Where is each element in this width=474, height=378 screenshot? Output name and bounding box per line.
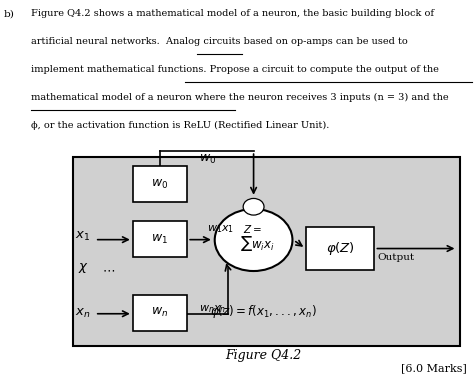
Text: Figure Q4.2 shows a mathematical model of a neuron, the basic building block of: Figure Q4.2 shows a mathematical model o… xyxy=(31,9,434,19)
Text: $t$: $t$ xyxy=(251,201,256,212)
Text: Figure Q4.2: Figure Q4.2 xyxy=(225,349,301,362)
Text: $x_1$: $x_1$ xyxy=(75,230,91,243)
Text: ϕ, or the activation function is ReLU (Rectified Linear Unit).: ϕ, or the activation function is ReLU (R… xyxy=(31,121,329,130)
Text: $w_1$: $w_1$ xyxy=(152,232,168,246)
Text: $\varphi(z) = f(x_1,...,x_n)$: $\varphi(z) = f(x_1,...,x_n)$ xyxy=(210,304,317,320)
Text: $w_0$: $w_0$ xyxy=(151,178,169,191)
Text: $Z=$: $Z=$ xyxy=(243,223,262,235)
Text: $w_n$: $w_n$ xyxy=(151,306,169,319)
Bar xyxy=(133,295,187,331)
Text: implement mathematical functions. Propose a circuit to compute the output of the: implement mathematical functions. Propos… xyxy=(31,65,438,74)
Text: $w_n x_n$: $w_n x_n$ xyxy=(199,303,227,315)
Bar xyxy=(133,221,187,257)
Text: $\varphi(Z)$: $\varphi(Z)$ xyxy=(326,240,355,257)
Text: artificial neural networks.  Analog circuits based on op-amps can be used to: artificial neural networks. Analog circu… xyxy=(31,37,408,46)
Text: $\chi$: $\chi$ xyxy=(78,261,88,276)
Text: mathematical model of a neuron where the neuron receives 3 inputs (n = 3) and th: mathematical model of a neuron where the… xyxy=(31,93,448,102)
Text: $\cdots$: $\cdots$ xyxy=(102,264,116,277)
Text: Output: Output xyxy=(378,253,415,262)
Text: b): b) xyxy=(4,9,15,19)
Circle shape xyxy=(243,198,264,215)
Text: [6.0 Marks]: [6.0 Marks] xyxy=(401,364,467,373)
Bar xyxy=(73,157,460,346)
Text: $\sum w_i x_i$: $\sum w_i x_i$ xyxy=(240,234,275,253)
Circle shape xyxy=(215,209,292,271)
Bar xyxy=(133,166,187,202)
Text: $w_1 x_1$: $w_1 x_1$ xyxy=(207,223,234,235)
Bar xyxy=(306,227,374,270)
Text: $x_n$: $x_n$ xyxy=(75,307,91,320)
Text: $w_0$: $w_0$ xyxy=(199,153,216,166)
